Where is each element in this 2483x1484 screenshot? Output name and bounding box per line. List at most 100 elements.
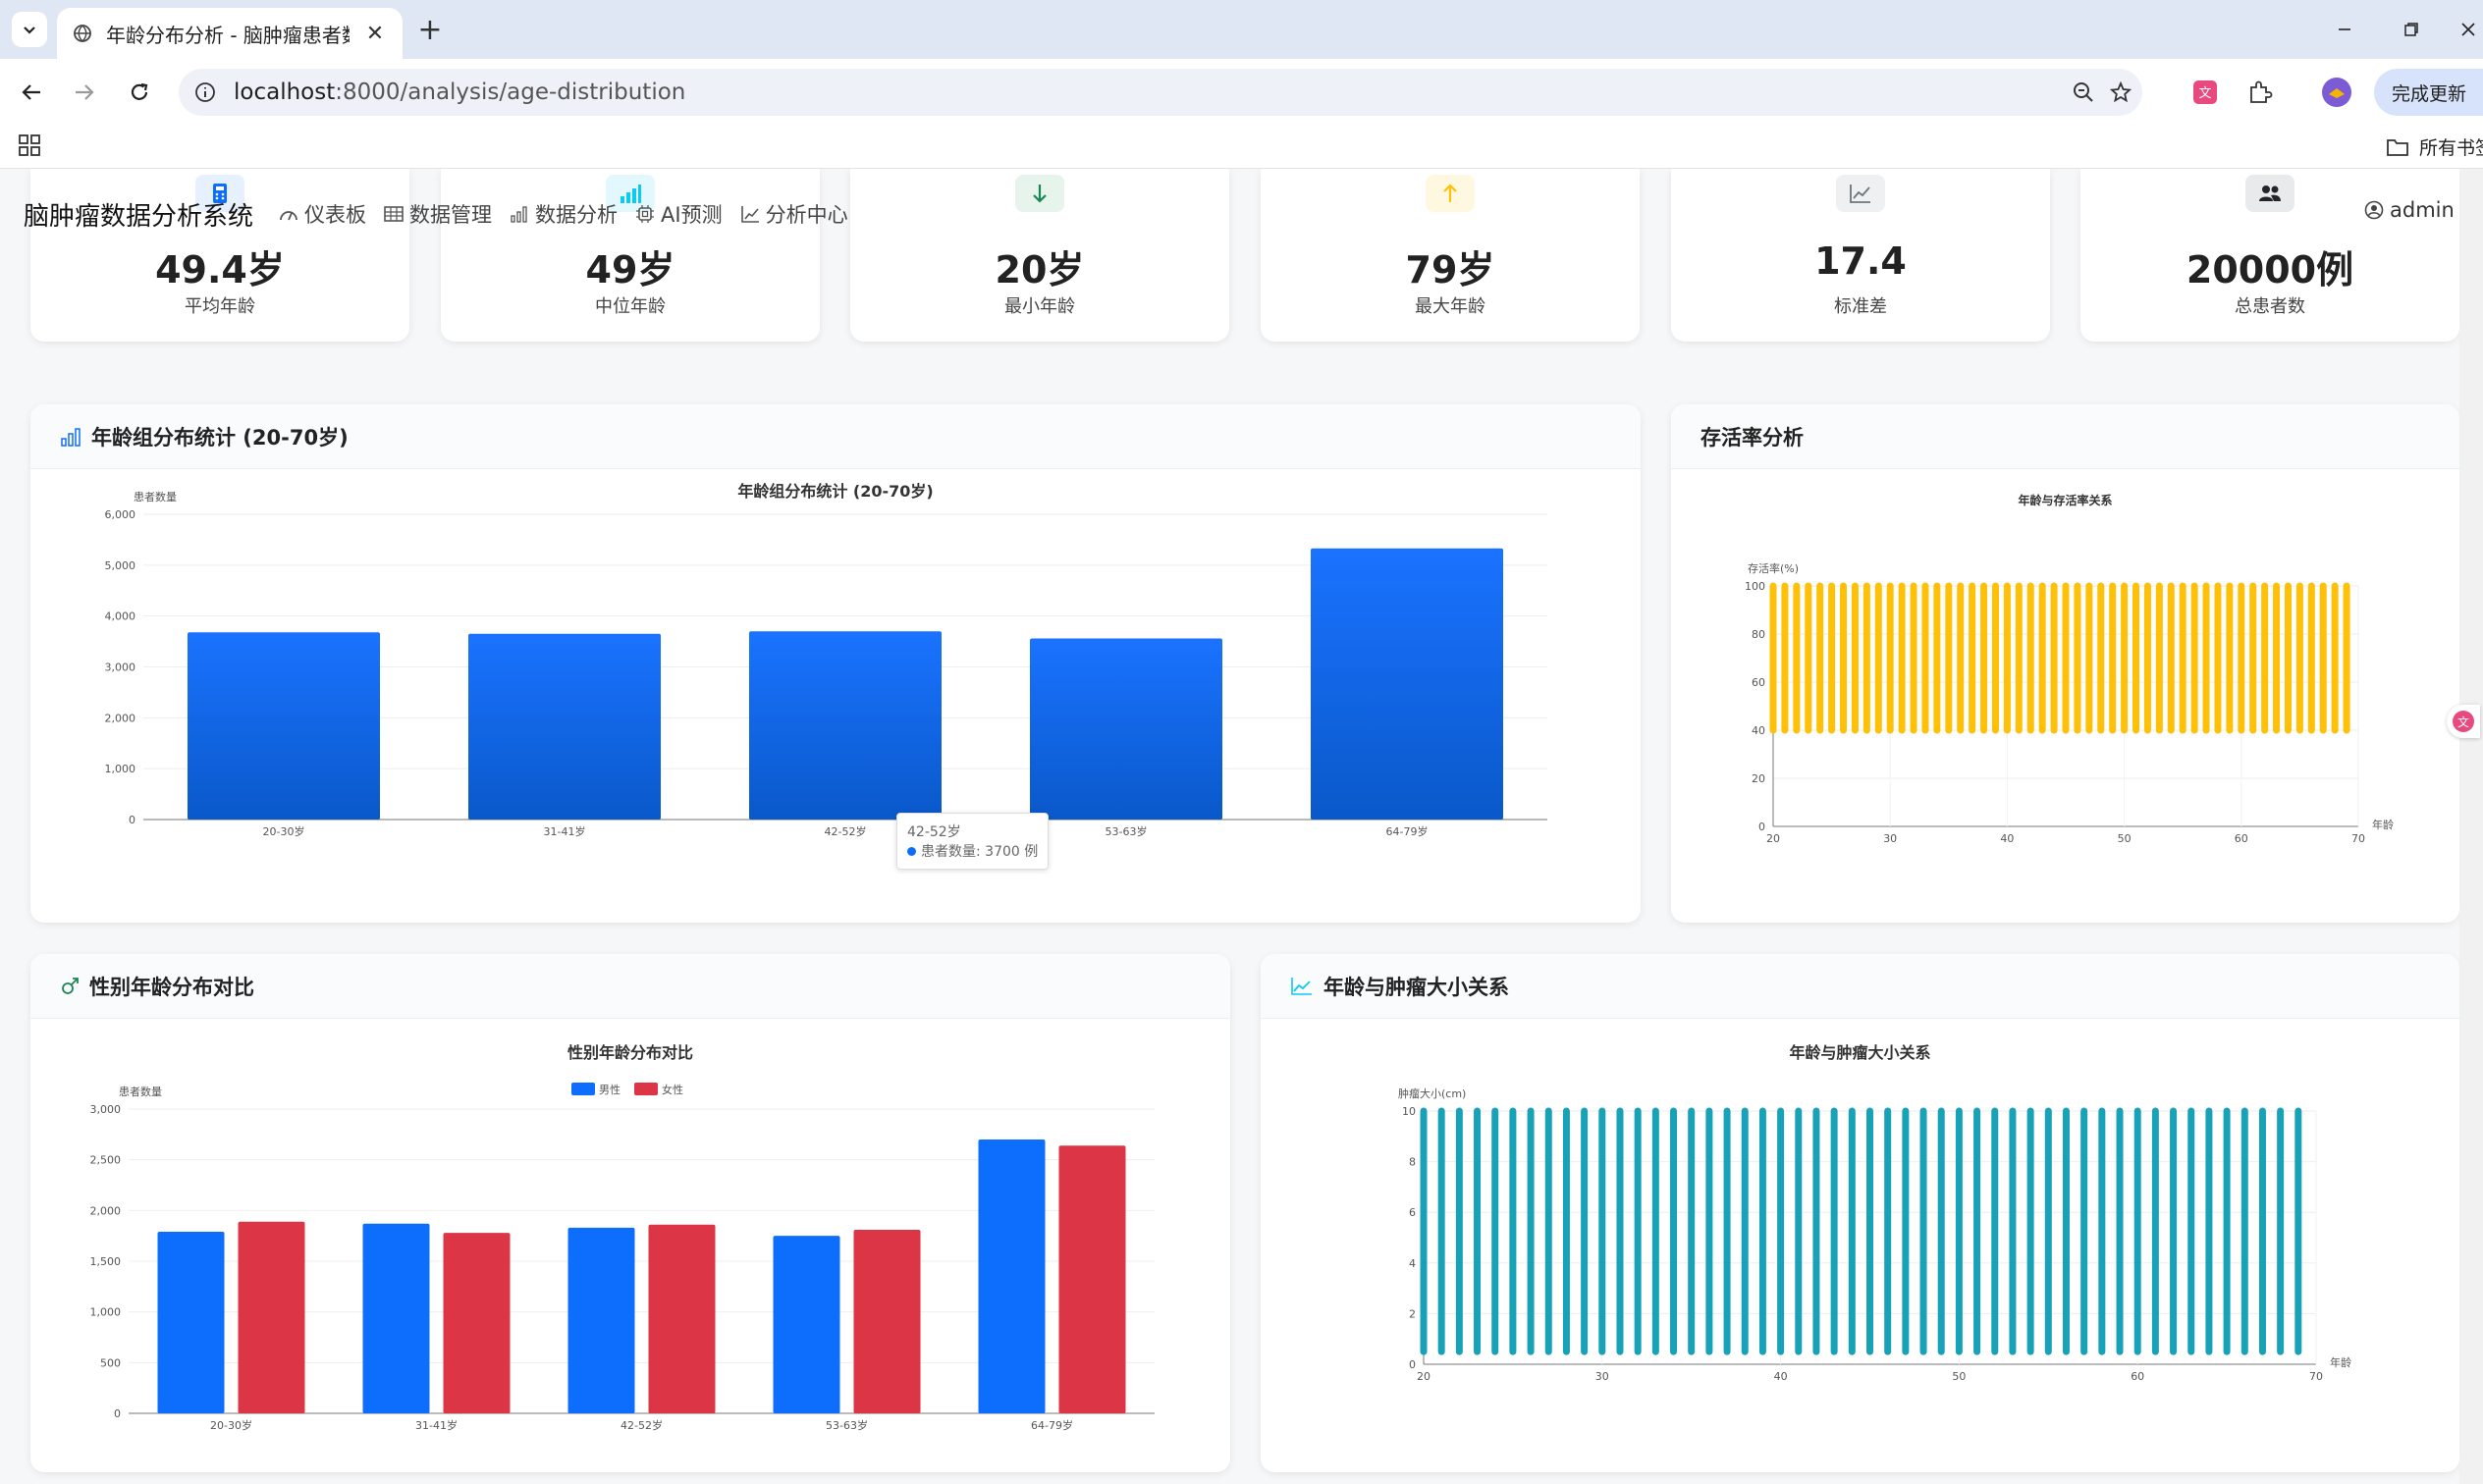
restore-icon (2404, 23, 2418, 36)
app-navbar: 脑肿瘤数据分析系统 仪表板 数据管理 数据分析 AI预测 分析中心 (24, 194, 866, 234)
extensions-button[interactable] (2242, 75, 2278, 110)
x-axis-label: 年龄 (2372, 818, 2394, 831)
apps-grid-icon[interactable] (18, 133, 41, 161)
user-circle-icon (2364, 200, 2384, 220)
url-path: :8000/analysis/age-distribution (335, 80, 686, 105)
arrow-left-icon (22, 84, 40, 100)
star-icon (2110, 81, 2132, 103)
minimize-icon (2339, 28, 2350, 30)
globe-icon (74, 25, 91, 42)
nav-data-management[interactable]: 数据管理 (384, 199, 492, 229)
y-tick-label: 3,000 (90, 1103, 122, 1116)
y-tick-label: 2 (1409, 1307, 1416, 1320)
close-icon (2461, 23, 2475, 36)
zoom-icon (2074, 82, 2093, 102)
card-header: 年龄组分布统计 (20-70岁) (30, 404, 1641, 469)
legend-swatch (634, 1083, 658, 1095)
new-tab-button[interactable]: + (417, 12, 443, 47)
tab-search-button[interactable] (12, 12, 47, 47)
x-tick-label: 30 (1883, 832, 1897, 845)
svg-text:文: 文 (2198, 86, 2211, 101)
bookmark-star-button[interactable] (2101, 73, 2140, 112)
legend-swatch (571, 1083, 595, 1095)
zoom-button[interactable] (2064, 73, 2103, 112)
tooltip-row: 患者数量: 3700 例 (907, 841, 1038, 861)
url-host: localhost (234, 80, 336, 105)
card-age-group-distribution: 年龄组分布统计 (20-70岁) 年龄组分布统计 (20-70岁) 患者数量 0 1,… (30, 404, 1641, 923)
tooltip-category: 42-52岁 (907, 824, 961, 840)
bar (1311, 548, 1503, 820)
site-info-icon[interactable] (194, 81, 216, 103)
nav-analysis-center[interactable]: 分析中心 (740, 199, 848, 229)
y-tick-label: 10 (1402, 1105, 1416, 1118)
bar (468, 633, 661, 820)
stat-card-std-dev: 17.4 标准差 (1671, 169, 2050, 342)
nav-data-analysis-label: 数据分析 (535, 203, 619, 227)
url-text: localhost:8000/analysis/age-distribution (234, 80, 685, 105)
address-bar[interactable]: localhost:8000/analysis/age-distribution (179, 69, 2142, 116)
nav-data-management-label: 数据管理 (409, 203, 493, 227)
tab-close-icon[interactable]: ✕ (365, 21, 385, 46)
x-tick-label: 50 (1952, 1370, 1966, 1383)
page-scrollbar[interactable] (2459, 169, 2483, 1484)
reload-button[interactable] (120, 73, 159, 112)
app-brand[interactable]: 脑肿瘤数据分析系统 (24, 201, 254, 232)
browser-toolbar: localhost:8000/analysis/age-distribution… (0, 59, 2483, 126)
x-tick-label: 20 (1766, 832, 1780, 845)
nav-ai-prediction[interactable]: AI预测 (635, 199, 723, 229)
x-tick-label: 20-30岁 (210, 1418, 252, 1432)
stat-label: 最大年龄 (1415, 296, 1485, 317)
nav-data-analysis[interactable]: 数据分析 (510, 199, 618, 229)
card-survival-analysis: 存活率分析 年龄与存活率关系 存活率(%) 0 20 40 60 80 100 20 30 40 50… (1671, 404, 2459, 923)
restore-button[interactable] (2392, 10, 2431, 49)
profile-avatar[interactable] (2319, 75, 2354, 110)
y-tick-label: 2,000 (90, 1204, 122, 1217)
bar-男性 (567, 1227, 635, 1413)
gender-icon (62, 977, 79, 994)
translate-icon: 文 (2453, 711, 2474, 732)
y-tick-label: 6,000 (105, 508, 136, 521)
minimize-button[interactable] (2325, 10, 2364, 49)
x-tick-label: 60 (2131, 1370, 2144, 1383)
chart-title: 年龄与存活率关系 (2018, 493, 2112, 507)
stat-card-median-age: 49岁 中位年龄 (441, 169, 820, 342)
stat-value: 49岁 (585, 248, 675, 292)
stat-card-min-age: 20岁 最小年龄 (850, 169, 1229, 342)
update-button[interactable]: 完成更新 (2374, 69, 2483, 116)
translate-extension[interactable]: 文 (2187, 75, 2223, 110)
all-bookmarks-folder[interactable]: 所有书签 (2386, 133, 2483, 160)
nav-dashboard[interactable]: 仪表板 (279, 199, 366, 229)
area-chart-icon (1291, 977, 1312, 995)
stat-value: 17.4 (1814, 239, 1907, 283)
x-tick-label: 64-79岁 (1031, 1418, 1073, 1432)
chart-title: 性别年龄分布对比 (567, 1043, 693, 1062)
x-tick-label: 70 (2309, 1370, 2323, 1383)
x-tick-label: 53-63岁 (1106, 824, 1148, 838)
bar-男性 (157, 1232, 225, 1413)
bar (1030, 638, 1222, 820)
tooltip-dot (907, 847, 916, 856)
x-tick-label: 70 (2351, 832, 2365, 845)
nav-dashboard-label: 仪表板 (304, 203, 367, 227)
back-button[interactable] (12, 73, 51, 112)
y-tick-label: 2,500 (90, 1154, 122, 1167)
user-menu[interactable]: admin (2364, 198, 2459, 222)
browser-tab-active[interactable]: 年龄分布分析 - 脑肿瘤患者数据 ✕ (57, 8, 403, 59)
card-header: 存活率分析 (1671, 404, 2459, 469)
avatar-icon (2322, 78, 2351, 107)
x-tick-label: 31-41岁 (415, 1418, 458, 1432)
x-tick-label: 53-63岁 (826, 1418, 868, 1432)
floating-translate-button[interactable]: 文 (2447, 705, 2480, 738)
close-window-button[interactable] (2449, 10, 2483, 49)
reload-icon (131, 82, 148, 100)
x-axis-label: 年龄 (2330, 1355, 2351, 1369)
stat-value: 20岁 (995, 248, 1085, 292)
y-tick-label: 40 (1752, 724, 1765, 737)
forward-button[interactable] (65, 73, 104, 112)
y-tick-label: 1,000 (105, 763, 136, 775)
y-tick-label: 1,000 (90, 1306, 122, 1319)
card-title: 性别年龄分布对比 (89, 975, 254, 999)
nav-analysis-center-label: 分析中心 (765, 203, 848, 227)
x-tick-label: 42-52岁 (621, 1418, 663, 1432)
